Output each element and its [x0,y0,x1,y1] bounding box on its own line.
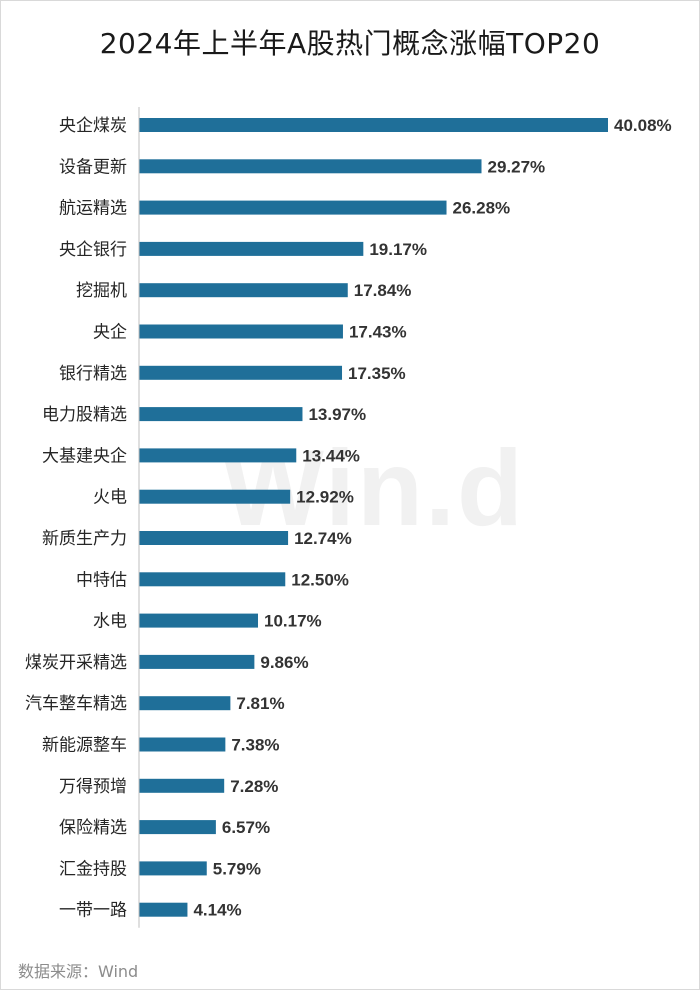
bar [139,902,188,917]
value-label: 17.35% [348,364,406,383]
value-label: 19.17% [369,240,427,259]
value-label: 12.74% [294,529,352,548]
value-label: 17.43% [349,323,407,342]
category-label: 煤炭开采精选 [25,653,127,673]
source-note: 数据来源：Wind [18,962,139,981]
bar [139,448,297,463]
category-label: 火电 [93,488,127,508]
bar [139,241,364,256]
value-label: 12.50% [291,570,349,589]
bar [139,572,286,587]
bar [139,324,343,339]
category-label: 汇金持股 [59,859,127,879]
category-label: 中特估 [76,570,127,590]
value-label: 9.86% [260,653,308,672]
category-label: 新能源整车 [42,736,127,756]
category-label: 一带一路 [59,901,127,921]
bar [139,861,207,876]
value-label: 7.81% [236,694,284,713]
value-label: 6.57% [222,818,270,837]
bar [139,613,259,628]
bar [139,118,608,132]
category-label: 新质生产力 [42,529,127,549]
category-label: 航运精选 [59,199,127,219]
bar [139,283,348,298]
chart-title: 2024年上半年A股热门概念涨幅TOP20 [99,27,601,60]
bar [139,654,255,669]
value-label: 4.14% [193,901,241,920]
watermark-logo: Win.d [222,427,525,548]
category-label: 电力股精选 [42,405,127,425]
bar [139,365,343,380]
bar [139,489,291,504]
category-label: 央企 [93,323,127,343]
value-label: 13.97% [308,405,366,424]
category-label: 水电 [93,612,127,632]
value-label: 5.79% [213,859,261,878]
bar [139,159,482,174]
value-label: 26.28% [453,199,511,218]
value-label: 7.38% [231,736,279,755]
category-label: 设备更新 [59,157,127,177]
category-label: 汽车整车精选 [25,694,127,714]
value-label: 29.27% [488,157,546,176]
category-label: 银行精选 [59,364,127,384]
category-label: 万得预增 [59,777,127,797]
category-label: 保险精选 [59,818,127,838]
value-label: 12.92% [296,488,354,507]
bar [139,531,289,545]
value-label: 7.28% [230,777,278,796]
bar [139,778,225,793]
bar [139,820,216,835]
value-label: 13.44% [302,446,360,465]
bar [139,737,226,752]
bar [139,696,231,711]
category-label: 挖掘机 [76,281,127,301]
value-label: 40.08% [614,116,672,135]
bar [139,200,447,215]
value-label: 10.17% [264,612,322,631]
value-label: 17.84% [354,281,412,300]
bar [139,407,303,422]
category-label: 大基建央企 [42,446,127,466]
category-label: 央企煤炭 [59,116,127,136]
category-label: 央企银行 [59,240,127,260]
